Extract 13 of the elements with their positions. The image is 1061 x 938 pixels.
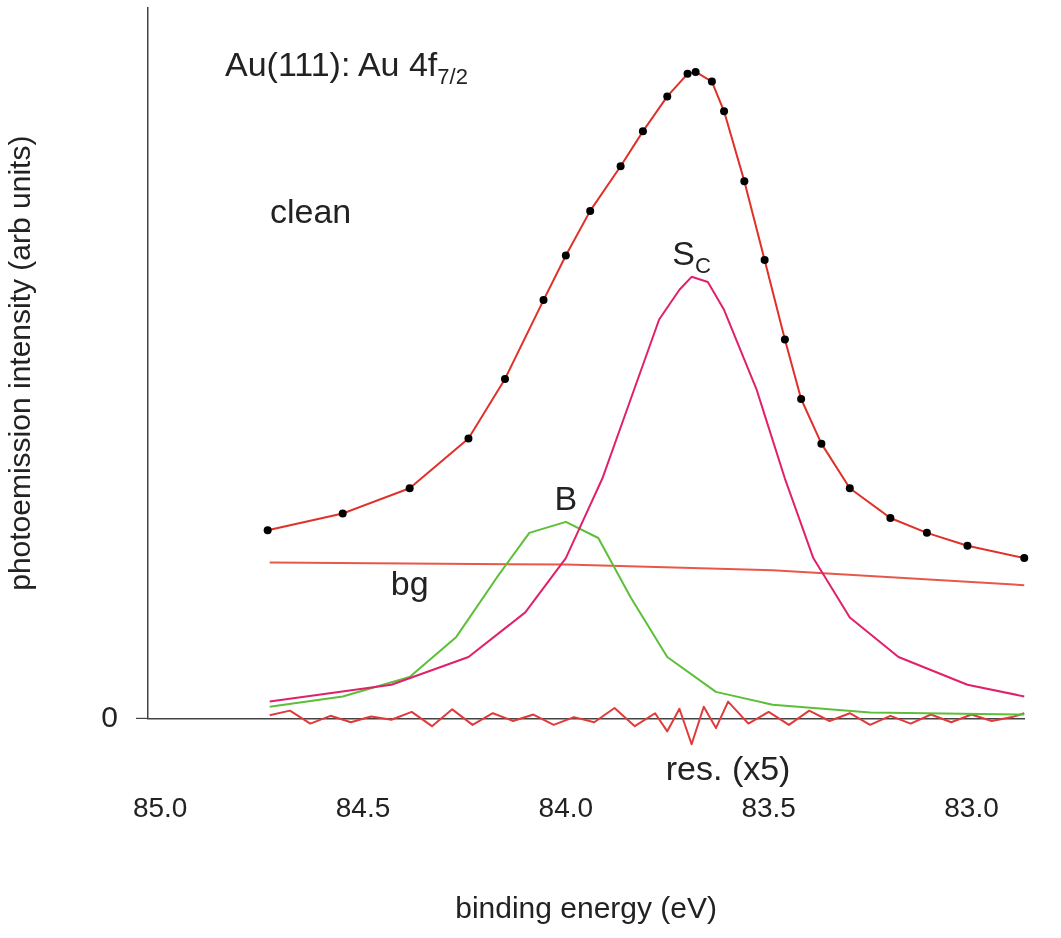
text: 0 (101, 699, 118, 733)
x-tick-label: 85.0 (132, 791, 188, 823)
chart-title: Au(111): Au 4f$_{7/2}$ (225, 45, 468, 90)
x-axis-title: binding energy (eV) (455, 891, 718, 925)
x-tick-label: 84.5 (335, 791, 391, 823)
series-label: res. (x5) (665, 749, 791, 788)
x-tick-label: 83.5 (741, 791, 796, 823)
y-axis-title: photoemission intensity (arb units) (3, 135, 37, 591)
x-tick-label: 84.0 (538, 791, 594, 823)
x-tick-label: 83.0 (944, 791, 999, 823)
series-label: bg (390, 563, 429, 602)
annotation: clean (270, 192, 352, 231)
series-label: B (554, 478, 578, 517)
